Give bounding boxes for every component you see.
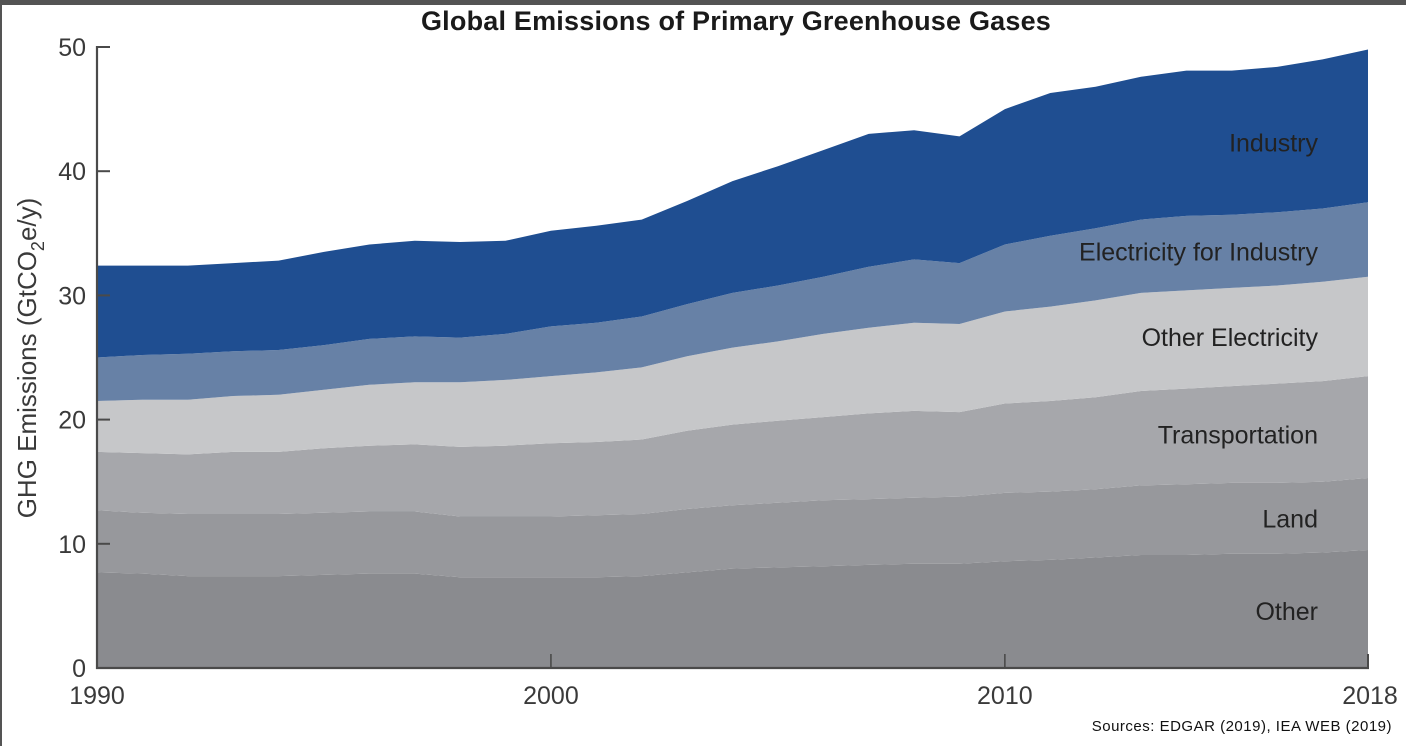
area-industry xyxy=(97,49,1368,358)
y-tick-label-50: 50 xyxy=(58,34,86,62)
area-other-electricity xyxy=(97,276,1368,455)
area-transportation xyxy=(97,376,1368,517)
series-label-other-electricity: Other Electricity xyxy=(1142,324,1319,352)
y-tick-label-40: 40 xyxy=(58,158,86,186)
axes: 0 10 20 30 40 50 1990 2000 2010 2018 xyxy=(58,34,1398,710)
series-labels: Other Land Transportation Other Electricity… xyxy=(1079,130,1318,626)
series-label-other: Other xyxy=(1255,598,1318,626)
y-axis-title-post: e/y) xyxy=(12,198,42,241)
series-label-electricity-for-industry: Electricity for Industry xyxy=(1079,238,1318,266)
area-land xyxy=(97,478,1368,578)
series-label-transportation: Transportation xyxy=(1158,422,1318,450)
source-note: Sources: EDGAR (2019), IEA WEB (2019) xyxy=(1091,718,1392,735)
x-tick-label-2010: 2010 xyxy=(977,682,1033,710)
window-frame-left xyxy=(0,0,2,746)
area-other xyxy=(97,550,1368,668)
y-tick-label-20: 20 xyxy=(58,407,86,435)
window-frame-top xyxy=(0,0,1406,5)
area-electricity-for-industry xyxy=(97,202,1368,401)
y-axis-title: GHG Emissions (GtCO2e/y) xyxy=(12,198,48,519)
area-layers xyxy=(97,49,1368,668)
x-tick-label-2000: 2000 xyxy=(523,682,579,710)
y-axis-title-sub: 2 xyxy=(28,241,48,251)
y-axis-title-pre: GHG Emissions (GtCO xyxy=(12,251,42,518)
y-tick-label-10: 10 xyxy=(58,531,86,559)
y-tick-label-0: 0 xyxy=(72,655,86,683)
x-tick-label-1990: 1990 xyxy=(69,682,125,710)
x-tick-label-2018: 2018 xyxy=(1342,682,1398,710)
series-label-land: Land xyxy=(1262,505,1318,533)
chart-title: Global Emissions of Primary Greenhouse G… xyxy=(420,6,1052,36)
y-tick-label-30: 30 xyxy=(58,282,86,310)
series-label-industry: Industry xyxy=(1229,130,1318,158)
